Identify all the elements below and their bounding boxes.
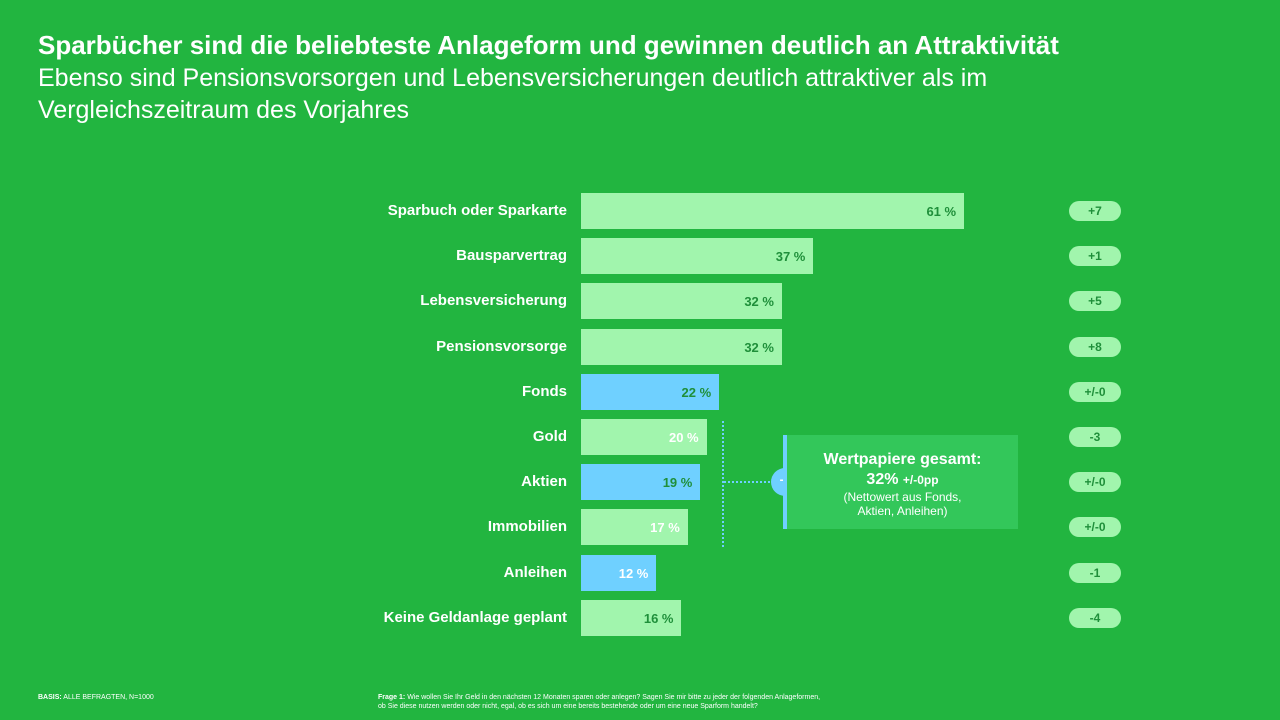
- bar: [581, 328, 782, 365]
- bar: [581, 193, 965, 229]
- value-label: 32 %: [744, 294, 774, 310]
- change-badge: -1: [1069, 562, 1121, 583]
- securities-callout: Wertpapiere gesamt: 32% +/-0pp (Nettower…: [783, 435, 1018, 529]
- value-label: 19 %: [662, 475, 693, 491]
- value-label: 37 %: [775, 249, 806, 265]
- bar: [581, 509, 688, 546]
- bar: [581, 464, 701, 501]
- bar: [581, 419, 707, 455]
- footer-question: Frage 1: Wie wollen Sie Ihr Geld in den …: [378, 693, 820, 711]
- change-badge: +/-0: [1069, 381, 1121, 402]
- basis-text: ALLE BEFRAGTEN, N=1000: [63, 694, 154, 701]
- category-label: Fonds: [522, 382, 567, 400]
- callout-title: Wertpapiere gesamt:: [823, 451, 982, 468]
- basis-label: BASIS:: [38, 694, 62, 701]
- bar: [581, 238, 814, 275]
- question-label: Frage 1:: [378, 694, 406, 701]
- callout-delta: +/-0pp: [902, 473, 939, 487]
- value-label: 20 %: [668, 430, 699, 445]
- category-label: Sparbuch oder Sparkarte: [387, 202, 567, 219]
- change-badge: -3: [1069, 427, 1121, 447]
- value-label: 17 %: [650, 520, 680, 536]
- bar: [581, 599, 682, 636]
- bar: [581, 283, 782, 320]
- value-label: 22 %: [681, 384, 712, 400]
- change-badge: +8: [1069, 336, 1121, 357]
- change-badge: +/-0: [1069, 517, 1121, 538]
- change-badge: -4: [1069, 607, 1121, 628]
- change-badge: +/-0: [1069, 472, 1121, 493]
- category-label: Immobilien: [487, 518, 567, 536]
- bar: [581, 373, 720, 410]
- category-label: Anleihen: [503, 563, 567, 581]
- value-label: 12 %: [618, 565, 649, 581]
- category-label: Bausparvertrag: [456, 247, 567, 265]
- category-label: Lebensversicherung: [420, 292, 567, 310]
- question-line1: Wie wollen Sie Ihr Geld in den nächsten …: [407, 694, 821, 701]
- callout-note-line1: (Nettowert aus Fonds,: [843, 490, 962, 504]
- value-label: 16 %: [643, 610, 674, 626]
- category-label: Keine Geldanlage geplant: [383, 608, 567, 626]
- value-label: 32 %: [744, 339, 774, 355]
- callout-note-line2: Aktien, Anleihen): [857, 504, 948, 518]
- securities-bracket: [722, 421, 724, 547]
- value-label: 61 %: [926, 204, 957, 219]
- change-badge: +5: [1069, 291, 1121, 312]
- question-line2: ob Sie diese nutzen werden oder nicht, e…: [378, 703, 758, 710]
- change-badge: +1: [1069, 246, 1121, 267]
- category-label: Pensionsvorsorge: [436, 337, 567, 355]
- footer-basis: BASIS: ALLE BEFRAGTEN, N=1000: [38, 693, 154, 702]
- securities-connector: [724, 481, 774, 483]
- change-badge: +7: [1069, 201, 1121, 221]
- callout-value: 32%: [866, 471, 899, 488]
- category-label: Aktien: [521, 473, 567, 491]
- bar: [581, 554, 657, 591]
- category-label: Gold: [532, 428, 567, 445]
- page-title: Sparbücher sind die beliebteste Anlagefo…: [38, 30, 1059, 60]
- page-subtitle: Ebenso sind Pensionsvorsorgen und Lebens…: [38, 64, 988, 124]
